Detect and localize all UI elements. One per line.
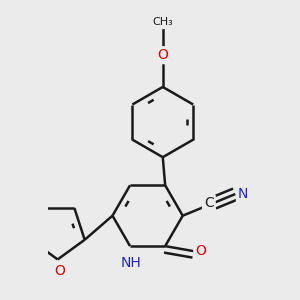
Text: O: O [157, 48, 168, 62]
Text: CH₃: CH₃ [152, 17, 173, 28]
Text: N: N [238, 187, 248, 201]
Text: NH: NH [121, 256, 142, 270]
Text: O: O [195, 244, 206, 258]
Text: C: C [204, 196, 214, 210]
Text: O: O [55, 264, 65, 278]
